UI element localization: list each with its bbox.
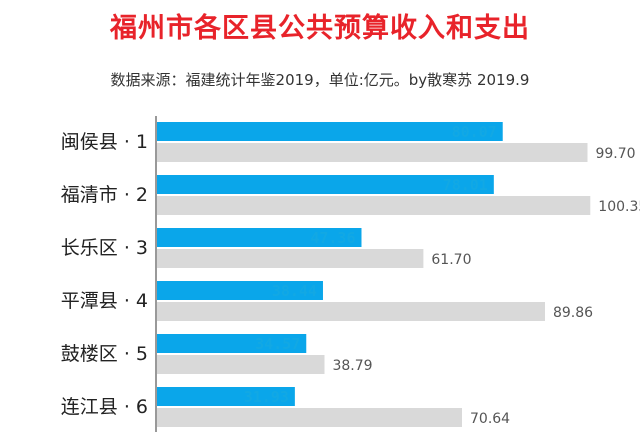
budget-bar: [157, 281, 323, 300]
budget-bar: [157, 387, 295, 406]
expenditure-value-label: 38.79: [332, 358, 372, 374]
chart-subtitle: 数据来源：福建统计年鉴2019，单位:亿元。by散寒苏 2019.9: [110, 71, 530, 89]
budget-value-label: 78.01: [443, 176, 488, 194]
expenditure-bar: [157, 408, 463, 427]
budget-value-label: 38.44: [272, 282, 317, 300]
value-labels: 80.07 99.70 78.01 100.35 47.36 61.70 38.44 89.8…: [244, 123, 640, 427]
category-label: 长乐区 · 3: [61, 237, 148, 259]
expenditure-bar: [157, 196, 591, 215]
expenditure-value-label: 100.35: [598, 199, 640, 215]
category-label: 福清市 · 2: [61, 184, 148, 206]
bars: [157, 122, 591, 427]
expenditure-bar: [157, 143, 588, 162]
category-label: 闽侯县 · 1: [61, 131, 148, 153]
budget-bar: [157, 175, 494, 194]
expenditure-value-label: 70.64: [470, 411, 510, 427]
expenditure-value-label: 99.70: [595, 146, 635, 162]
category-label: 鼓楼区 · 5: [61, 343, 148, 365]
budget-bar: [157, 228, 362, 247]
budget-bar: [157, 122, 503, 141]
expenditure-value-label: 61.70: [431, 252, 471, 268]
category-label: 连江县 · 6: [61, 396, 148, 418]
budget-value-label: 47.36: [310, 229, 355, 247]
chart-title: 福州市各区县公共预算收入和支出: [110, 13, 530, 44]
expenditure-value-label: 89.86: [553, 305, 593, 321]
expenditure-bar: [157, 355, 325, 374]
budget-bar: [157, 334, 307, 353]
budget-value-label: 31.93: [244, 388, 289, 406]
category-label: 平潭县 · 4: [61, 290, 148, 312]
category-labels: 闽侯县 · 1 福清市 · 2 长乐区 · 3 平潭县 · 4 鼓楼区 · 5 连江县 ·…: [61, 131, 148, 418]
expenditure-bar: [157, 302, 545, 321]
expenditure-bar: [157, 249, 424, 268]
budget-value-label: 34.57: [255, 335, 300, 353]
budget-value-label: 80.07: [452, 123, 497, 141]
